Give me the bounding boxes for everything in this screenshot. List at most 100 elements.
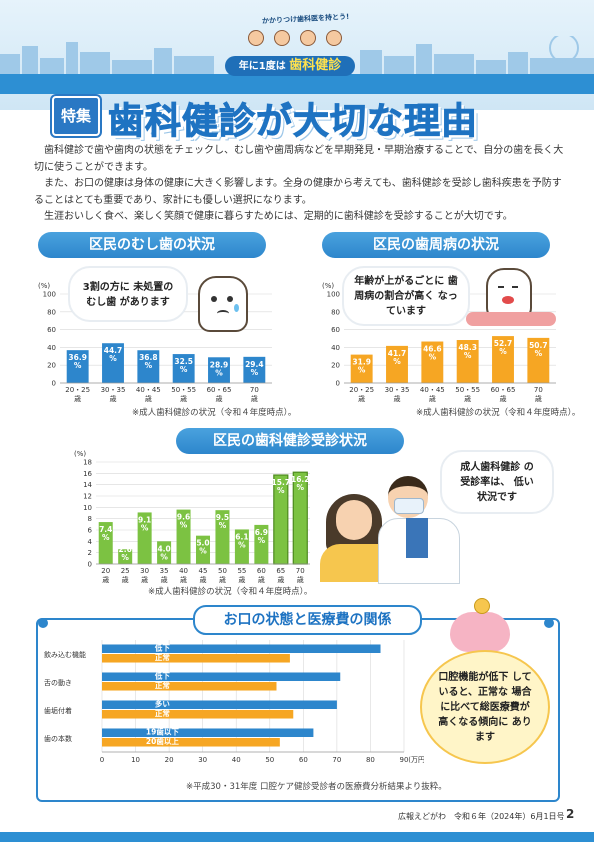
bar <box>176 509 191 564</box>
bar-value-label: 正常 <box>155 708 170 718</box>
bar-value-label: % <box>238 540 246 549</box>
x-tick-label: 歳 <box>238 575 245 584</box>
y-tick-label: 舌の動き <box>44 678 72 687</box>
x-tick-label: 40・45 <box>420 386 445 394</box>
bar <box>172 354 195 383</box>
cost-section-title: お口の状態と医療費の関係 <box>193 605 422 635</box>
y-tick-label: 0 <box>88 561 92 569</box>
x-tick-label: 歳 <box>216 394 223 403</box>
bar-value-label: % <box>535 349 543 358</box>
footer-band <box>0 832 594 842</box>
x-tick-label: 歳 <box>277 575 284 584</box>
x-tick-label: 歳 <box>110 394 117 403</box>
bar <box>492 336 514 383</box>
bar-value-label: % <box>499 347 507 356</box>
bar <box>456 340 479 383</box>
bar <box>137 350 160 383</box>
x-tick-label: 45 <box>199 567 208 575</box>
x-tick-label: 歳 <box>535 394 542 403</box>
bar <box>527 337 550 383</box>
gum-illustration <box>466 312 556 326</box>
y-tick-label: 80 <box>331 308 340 316</box>
checkup-speech-bubble: 成人歯科健診 の受診率は、 低い状況です <box>440 450 554 514</box>
x-tick-label: 歳 <box>500 394 507 403</box>
x-tick-label: 70 <box>250 386 259 394</box>
x-tick-label: 歳 <box>180 394 187 403</box>
y-tick-label: 6 <box>88 527 93 535</box>
y-axis-unit: (%) <box>74 450 86 458</box>
bar-value-label: 32.5 <box>174 357 193 366</box>
bar <box>386 345 408 383</box>
y-tick-label: 16 <box>83 470 92 478</box>
bar-value-label: 44.7 <box>104 346 123 355</box>
y-tick-label: 4 <box>88 538 93 546</box>
bar-value-label: % <box>297 483 305 492</box>
bar-value-label: 低下 <box>154 643 170 653</box>
y-tick-label: 歯の本数 <box>44 734 72 743</box>
bar <box>195 535 211 564</box>
pushpin-icon <box>38 618 48 628</box>
cost-chart: 0102030405060708090(万円)飲み込む機能低下正常舌の動き低下正… <box>44 640 424 764</box>
x-tick-label: 歳 <box>74 394 81 403</box>
bar-value-label: 41.7 <box>388 349 407 358</box>
bar <box>102 682 277 691</box>
bar-value-label: % <box>215 368 223 377</box>
doctor-patient-illustration <box>318 470 578 584</box>
bar <box>157 541 172 564</box>
bar-value-label: 20歯以上 <box>146 736 179 746</box>
bar <box>254 524 269 564</box>
feature-badge: 特集 <box>52 96 100 136</box>
checkup-bubble-text: 成人歯科健診 の受診率は、 低い状況です <box>460 461 534 503</box>
bar <box>118 549 133 564</box>
x-tick-label: 50・55 <box>455 386 480 394</box>
bar-value-label: % <box>251 368 259 377</box>
x-tick-label: 0 <box>100 756 104 764</box>
bar-value-label: 正常 <box>155 680 170 690</box>
intro-paragraph: 歯科健診で歯や歯肉の状態をチェックし、むし歯や歯周病などを早期発見・早期治療する… <box>34 145 564 173</box>
perio-section-title: 区民の歯周病の状況 <box>322 232 550 258</box>
x-axis-unit: (万円) <box>408 756 424 764</box>
bar-value-label: 50.7 <box>529 341 548 350</box>
x-tick-label: 歳 <box>145 394 152 403</box>
page-title: 歯科健診が大切な理由 <box>107 101 479 143</box>
y-tick-label: 40 <box>331 344 340 352</box>
worried-tooth-icon <box>198 276 248 332</box>
bar-value-label: 28.9 <box>210 360 229 369</box>
banner-prefix: 年に1度は <box>238 61 286 72</box>
bar <box>102 343 124 383</box>
bar <box>102 738 280 747</box>
bar-value-label: 低下 <box>154 671 170 681</box>
y-tick-label: 14 <box>83 481 92 489</box>
bar-value-label: 29.4 <box>245 360 264 369</box>
y-tick-label: 60 <box>331 326 340 334</box>
x-tick-label: 50 <box>218 567 227 575</box>
bar-value-label: % <box>109 354 117 363</box>
x-tick-label: 30 <box>198 756 207 764</box>
piggy-bank-icon <box>450 598 510 652</box>
x-tick-label: 30 <box>140 567 149 575</box>
x-tick-label: 60 <box>257 567 266 575</box>
x-tick-label: 歳 <box>141 575 148 584</box>
bar-value-label: 9.5 <box>216 513 229 522</box>
y-tick-label: 100 <box>327 291 340 299</box>
caries-bubble-text: 3割の方に 未処置のむし歯 があります <box>82 282 174 308</box>
cost-speech-bubble: 口腔機能が低下 していると、正常な 場合に比べて総医療費が 高くなる傾向に あり… <box>420 650 550 764</box>
x-tick-label: 歳 <box>251 394 258 403</box>
x-tick-label: 歳 <box>358 394 365 403</box>
x-tick-label: 25 <box>121 567 130 575</box>
page-number: 2 <box>566 807 575 821</box>
bar-value-label: % <box>180 365 188 374</box>
bar <box>137 512 152 564</box>
bar-value-label: 36.8 <box>139 353 158 362</box>
x-tick-label: 10 <box>131 756 140 764</box>
y-tick-label: 0 <box>336 380 340 388</box>
people-illustration <box>240 30 350 54</box>
y-tick-label: 8 <box>88 515 92 523</box>
header-band <box>0 74 594 94</box>
bar <box>350 354 373 383</box>
x-tick-label: 歳 <box>122 575 129 584</box>
cost-note: ※平成30・31年度 口腔ケア健診受診者の医療費分析結果より抜粋。 <box>186 782 447 792</box>
x-tick-label: 歳 <box>258 575 265 584</box>
y-tick-label: 20 <box>331 362 340 370</box>
bar-value-label: % <box>141 523 149 532</box>
